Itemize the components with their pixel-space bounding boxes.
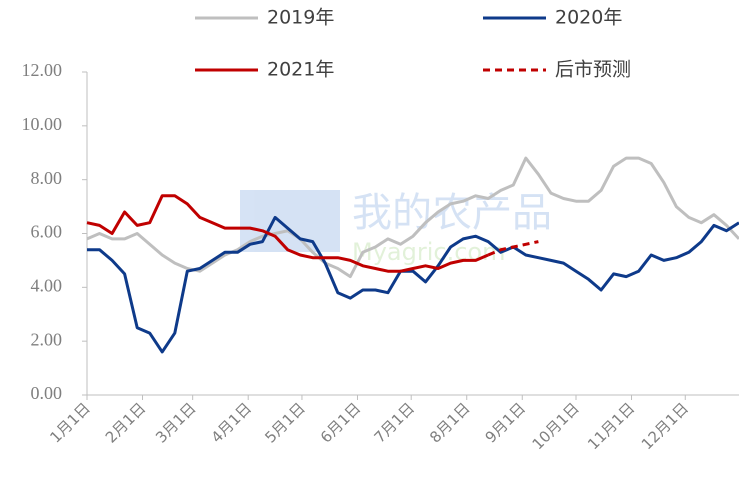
y-tick-label: 0.00	[31, 383, 63, 403]
watermark: 我的农产品 Myagric.com	[240, 190, 552, 266]
x-tick-label: 7月1日	[371, 399, 418, 446]
series-line	[487, 240, 539, 257]
legend-label: 2020年	[555, 7, 622, 29]
y-tick-label: 8.00	[31, 168, 63, 188]
legend-label: 后市预测	[555, 59, 631, 81]
y-tick-label: 2.00	[31, 329, 63, 349]
y-tick-label: 4.00	[31, 275, 63, 295]
x-tick-label: 4月1日	[208, 399, 255, 446]
y-tick-label: 10.00	[22, 114, 63, 134]
watermark-url: Myagric.com	[352, 238, 505, 266]
y-tick-label: 12.00	[22, 60, 63, 80]
watermark-text: 我的农产品	[352, 190, 552, 236]
x-tick-label: 1月1日	[46, 399, 93, 446]
legend-label: 2019年	[267, 7, 334, 29]
x-tick-label: 2月1日	[102, 399, 149, 446]
x-tick-label: 12月1日	[638, 399, 692, 453]
x-tick-label: 6月1日	[317, 399, 364, 446]
x-tick-label: 10月1日	[529, 399, 583, 453]
x-tick-label: 8月1日	[426, 399, 473, 446]
x-tick-label: 5月1日	[261, 399, 308, 446]
x-tick-label: 11月1日	[584, 399, 638, 453]
x-tick-label: 9月1日	[482, 399, 529, 446]
legend-label: 2021年	[267, 59, 334, 81]
series-line	[87, 215, 739, 354]
x-tick-label: 3月1日	[152, 399, 199, 446]
series-line	[86, 194, 489, 273]
y-tick-label: 6.00	[31, 222, 63, 242]
